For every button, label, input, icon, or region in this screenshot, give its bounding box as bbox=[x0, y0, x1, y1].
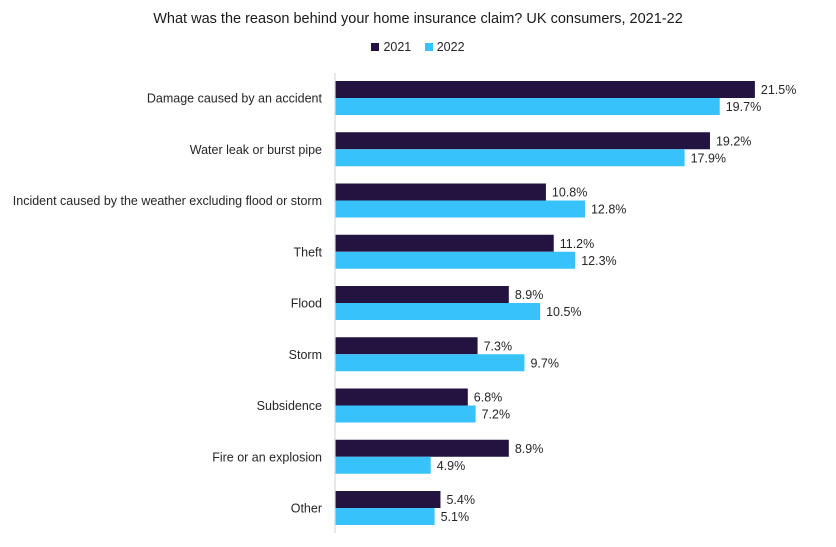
category-label: Theft bbox=[294, 245, 323, 259]
bar-2021 bbox=[335, 183, 546, 201]
bar-2021 bbox=[335, 81, 755, 98]
data-label-2022: 9.7% bbox=[530, 356, 559, 370]
bar-2022 bbox=[335, 98, 720, 115]
data-label-2021: 19.2% bbox=[716, 134, 751, 148]
category-label: Flood bbox=[291, 297, 322, 311]
data-label-2021: 10.8% bbox=[552, 186, 587, 200]
data-label-2021: 8.9% bbox=[515, 442, 544, 456]
data-label-2022: 12.3% bbox=[581, 254, 616, 268]
category-label: Other bbox=[291, 502, 322, 516]
chart-title: What was the reason behind your home ins… bbox=[153, 11, 683, 27]
legend-label-2022: 2022 bbox=[436, 40, 465, 54]
bar-2021 bbox=[335, 388, 468, 406]
bar-2021 bbox=[335, 132, 710, 150]
legend-swatch-2021 bbox=[371, 43, 380, 51]
bars-group: 21.5%19.7% 19.2% 17.9% 10.8% 12.8% 11.2% 12.3%… bbox=[335, 81, 796, 525]
legend-item-2021: 2021 bbox=[371, 40, 411, 54]
bar-2021 bbox=[335, 286, 509, 303]
legend-label-2021: 2021 bbox=[383, 40, 412, 54]
data-label-2022: 10.5% bbox=[546, 305, 581, 319]
bar-2021 bbox=[335, 439, 509, 457]
data-label-2022: 17.9% bbox=[691, 151, 726, 165]
category-label: Subsidence bbox=[257, 399, 322, 413]
bar-2022 bbox=[335, 303, 541, 320]
data-label-2021: 21.5% bbox=[761, 83, 796, 97]
category-label: Fire or an explosion bbox=[212, 450, 322, 464]
bar-2021 bbox=[335, 337, 478, 355]
bar-2022 bbox=[335, 251, 576, 269]
category-label: Water leak or burst pipe bbox=[190, 143, 322, 157]
bar-2022 bbox=[335, 456, 431, 474]
data-label-2021: 11.2% bbox=[560, 237, 595, 251]
data-label-2021: 6.8% bbox=[474, 391, 503, 405]
data-label-2022: 4.9% bbox=[437, 459, 466, 473]
bar-2022 bbox=[335, 508, 435, 525]
bar-2022 bbox=[335, 354, 525, 372]
data-label-2021: 7.3% bbox=[484, 339, 512, 353]
bar-2022 bbox=[335, 149, 685, 167]
category-label: Damage caused by an accident bbox=[147, 92, 323, 106]
legend-item-2022: 2022 bbox=[424, 40, 465, 54]
category-label: Incident caused by the weather excluding… bbox=[13, 194, 322, 208]
data-label-2021: 5.4% bbox=[446, 493, 475, 507]
data-label-2022: 5.1% bbox=[441, 510, 470, 524]
category-label: Storm bbox=[289, 348, 322, 362]
category-labels: Damage caused by an accident Water leak o… bbox=[13, 92, 323, 516]
bar-2022 bbox=[335, 405, 476, 423]
bar-2021 bbox=[335, 491, 441, 508]
bar-2022 bbox=[335, 200, 585, 218]
legend: 2021 2022 bbox=[0, 40, 836, 54]
legend-swatch-2022 bbox=[424, 43, 433, 51]
data-label-2022: 7.2% bbox=[482, 408, 511, 422]
data-label-2021: 8.9% bbox=[515, 288, 544, 302]
data-label-2022: 12.8% bbox=[591, 203, 626, 217]
bar-2021 bbox=[335, 234, 554, 252]
data-label-2022: 19.7% bbox=[726, 100, 761, 114]
